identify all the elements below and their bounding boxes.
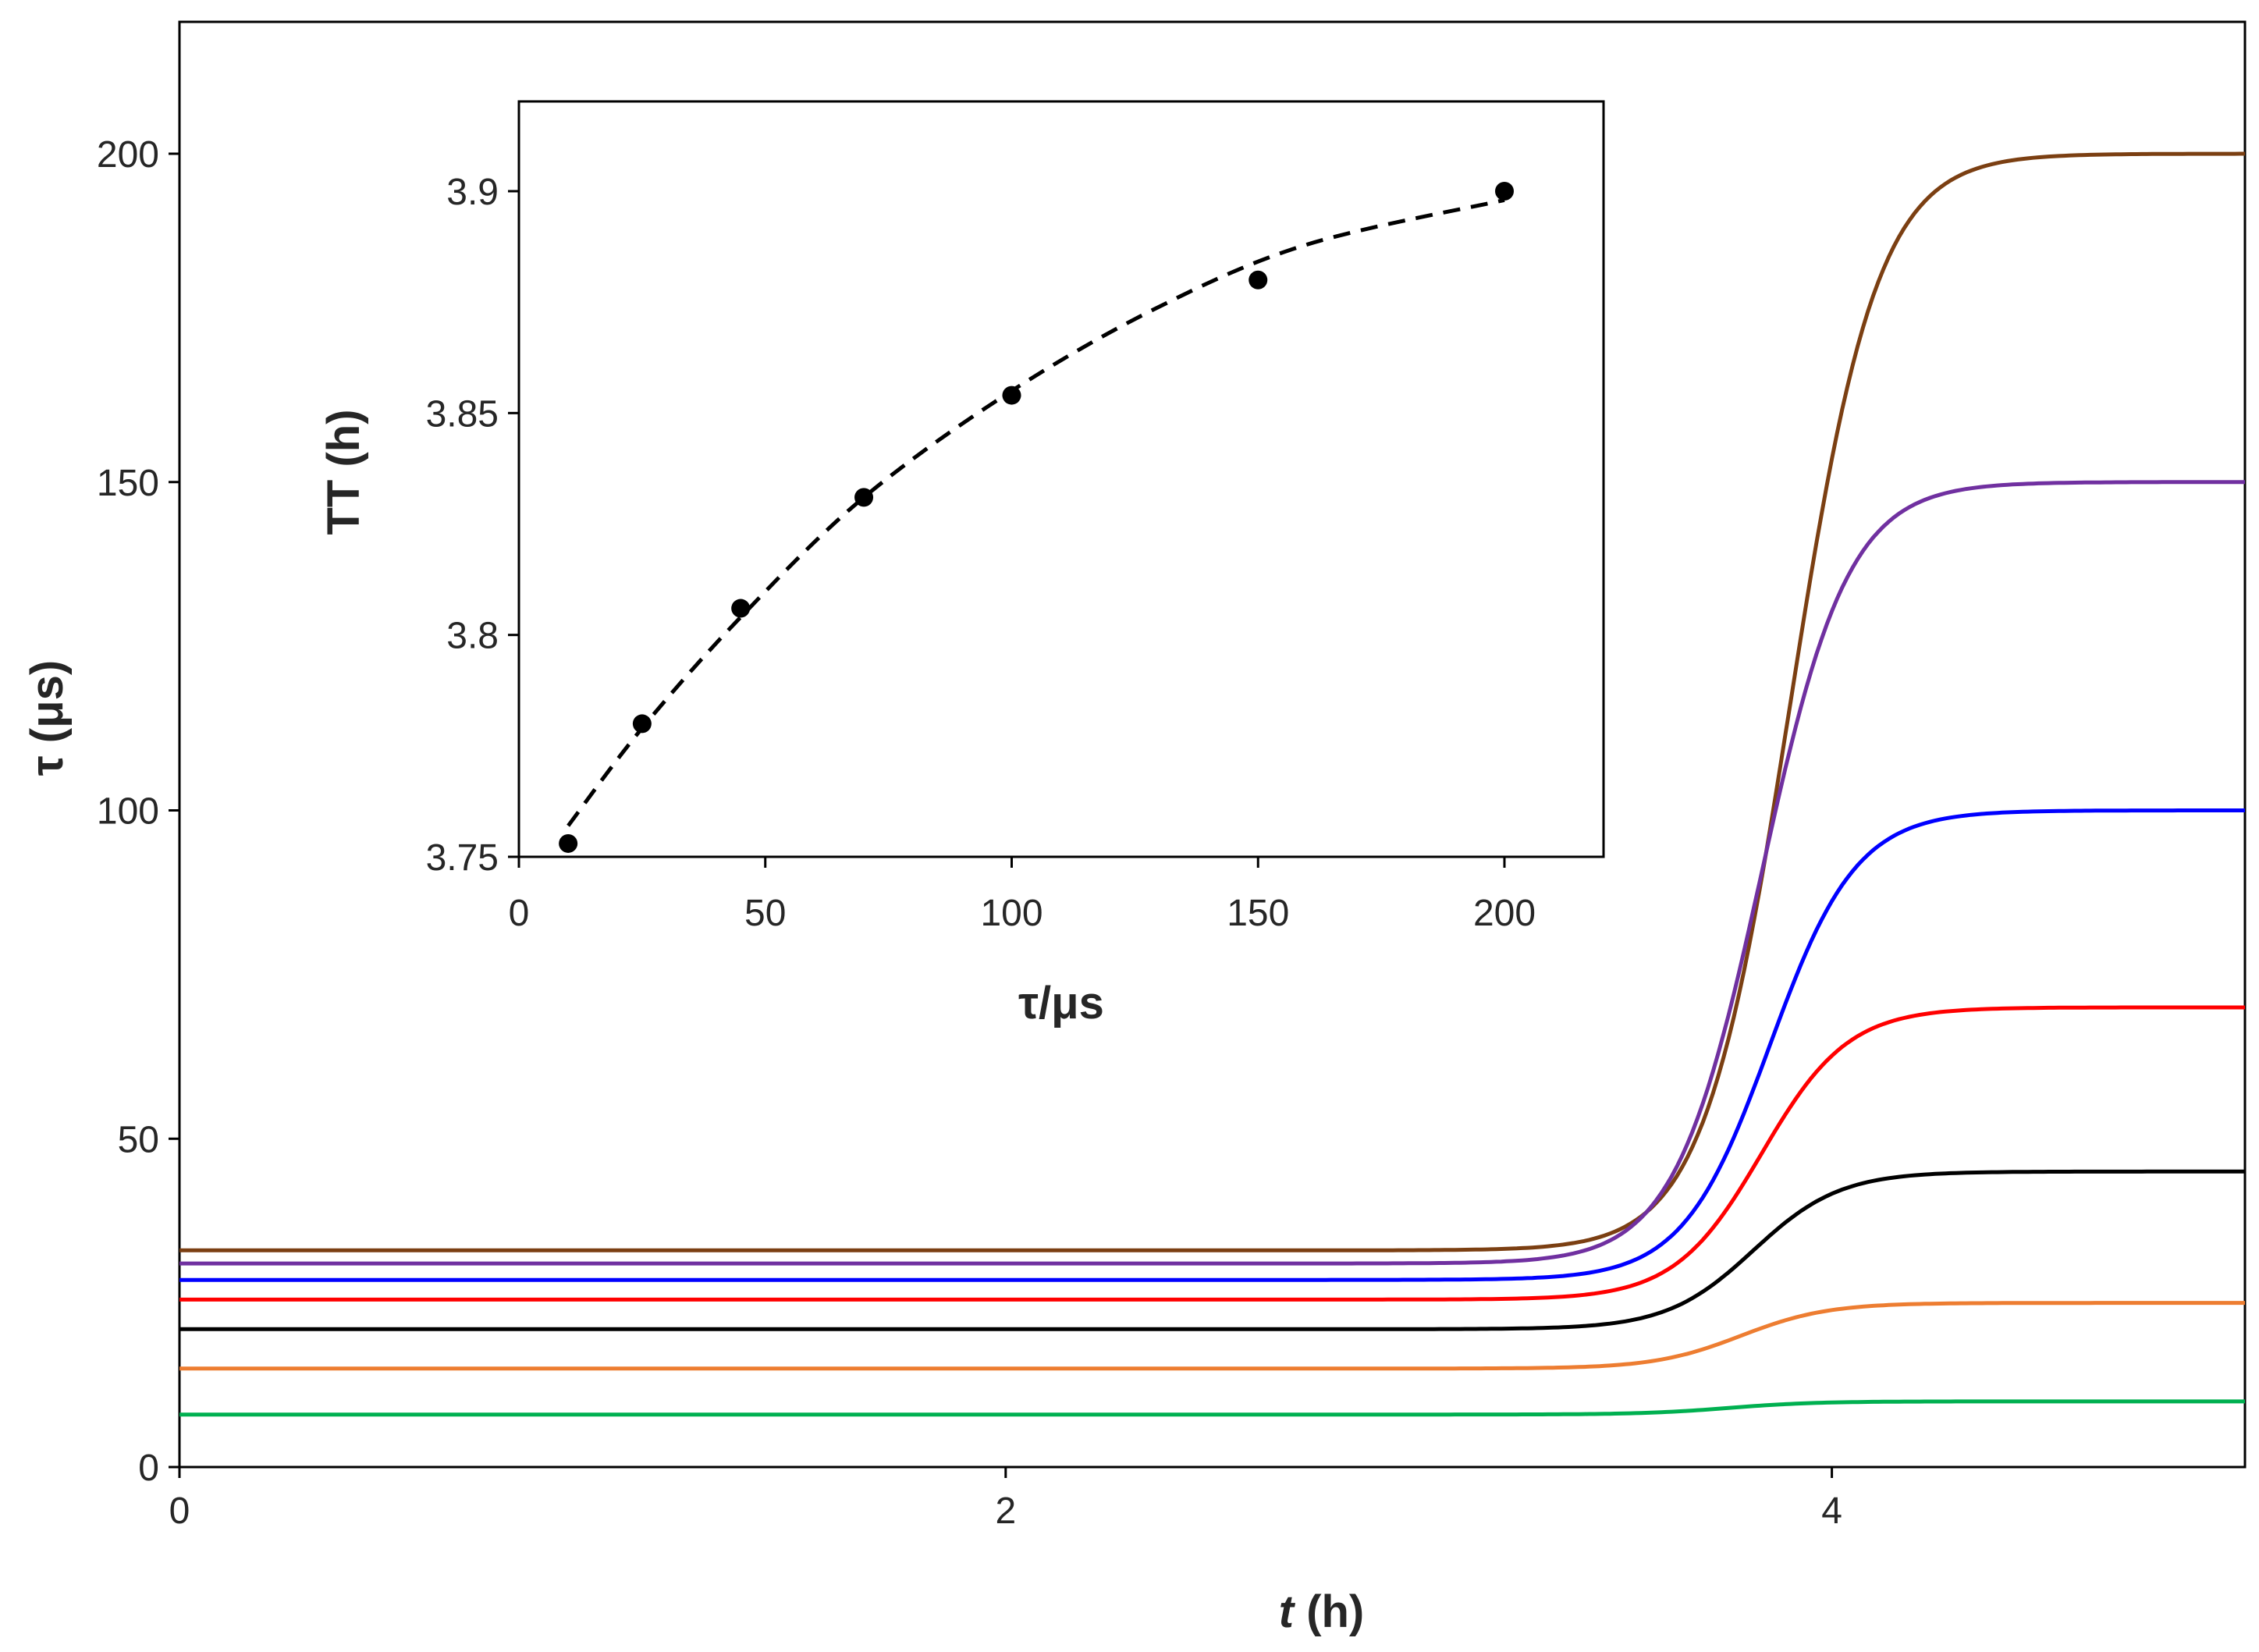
inset-x-tick-label: 200	[1473, 893, 1536, 934]
inset-y-tick-label: 3.8	[446, 616, 499, 657]
x-tick-label: 4	[1821, 1490, 1842, 1532]
series-line-1	[179, 480, 2245, 1266]
plot-area-border	[178, 20, 2247, 1469]
x-axis-title-unit: (h)	[1294, 1586, 1364, 1637]
series-line-5	[179, 1301, 2245, 1371]
main-chart: 0 50 100 150 200 0 2 4 t (h) τ (μs)	[22, 20, 2247, 1637]
inset-data-point	[1248, 270, 1268, 290]
inset-x-tick-label: 100	[980, 893, 1042, 934]
inset-data-point	[632, 714, 652, 734]
inset-data-point	[1495, 182, 1514, 201]
x-tick-label: 0	[169, 1490, 190, 1532]
y-tick-label: 100	[97, 791, 159, 833]
x-tick-label: 2	[995, 1490, 1016, 1532]
inset-plot-area-border	[517, 100, 1605, 858]
inset-x-tick-label: 0	[509, 893, 530, 934]
inset-chart: 3.75 3.8 3.85 3.9 0 50 100 150 200 τ/μs TT (h)	[318, 100, 1605, 1029]
y-tick-label: 0	[138, 1448, 159, 1489]
inset-y-tick-label: 3.75	[426, 837, 499, 879]
y-tick-label: 200	[97, 134, 159, 176]
series-line-2	[179, 808, 2245, 1282]
y-tick-label: 50	[118, 1119, 159, 1160]
inset-y-tick-label: 3.85	[426, 393, 499, 435]
series-line-3	[179, 1005, 2245, 1302]
series-line-6	[179, 1399, 2245, 1417]
inset-y-axis-title: TT (h)	[318, 409, 369, 535]
inset-x-axis-title: τ/μs	[1018, 978, 1104, 1029]
inset-data-point	[559, 833, 578, 853]
x-axis-title: t (h)	[1279, 1586, 1365, 1637]
y-tick-label: 150	[97, 463, 159, 504]
inset-data-point	[854, 488, 874, 507]
inset-fit-curve	[567, 197, 1505, 827]
inset-data-point	[1002, 385, 1021, 405]
inset-x-tick-label: 50	[744, 893, 786, 934]
series-line-4	[179, 1169, 2245, 1331]
inset-y-tick-label: 3.9	[446, 172, 499, 213]
inset-x-tick-label: 150	[1227, 893, 1289, 934]
x-axis-title-variable: t	[1279, 1586, 1296, 1637]
inset-data-point	[731, 599, 751, 618]
series-line-0	[179, 151, 2245, 1252]
y-axis-title: τ (μs)	[22, 660, 73, 776]
